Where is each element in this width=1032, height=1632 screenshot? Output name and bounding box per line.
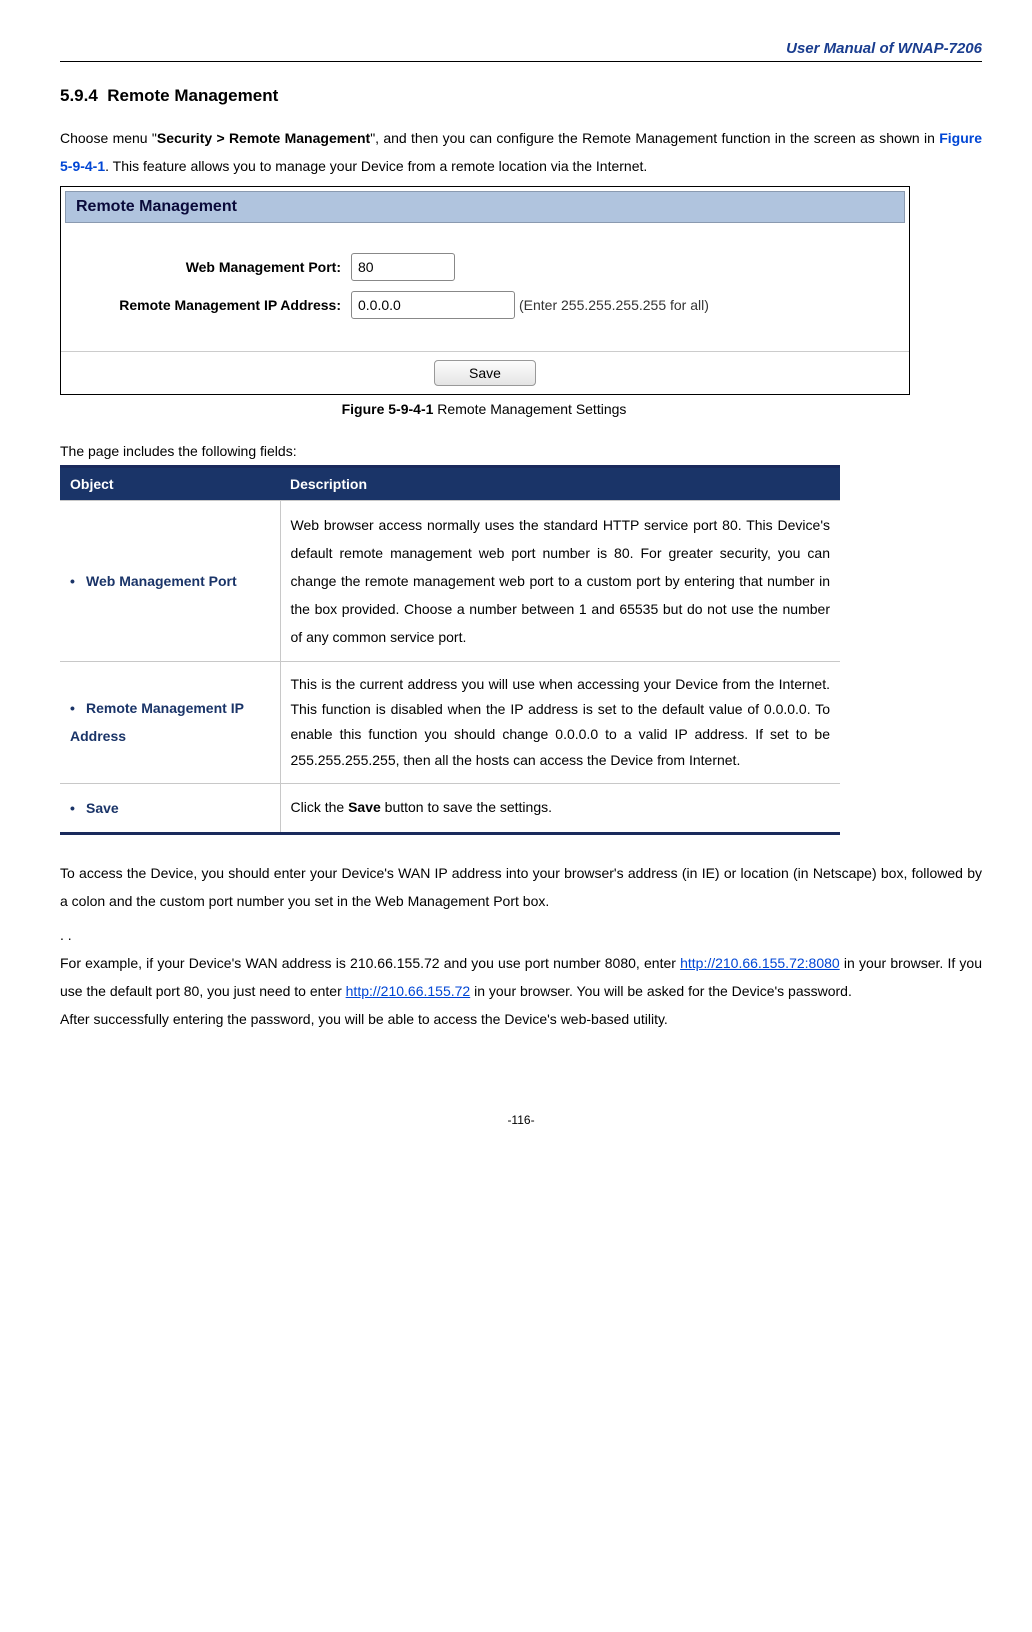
intro-paragraph: Choose menu "Security > Remote Managemen… — [60, 124, 982, 180]
object-label: Remote Management IP Address — [70, 700, 244, 744]
label-remote-ip: Remote Management IP Address: — [71, 297, 351, 313]
description-cell: Click the Save button to save the settin… — [280, 783, 840, 833]
example-url-2[interactable]: http://210.66.155.72 — [346, 983, 471, 999]
figure-caption-number: Figure 5-9-4-1 — [342, 401, 434, 417]
fields-table: Object Description •Web Management Port … — [60, 465, 840, 835]
object-cell: •Save — [60, 783, 280, 833]
intro-pre: Choose menu " — [60, 130, 157, 146]
intro-post: . This feature allows you to manage your… — [105, 158, 647, 174]
after-p3: After successfully entering the password… — [60, 1005, 982, 1033]
object-cell: •Web Management Port — [60, 501, 280, 662]
input-web-management-port[interactable] — [351, 253, 455, 281]
page-number: -116- — [60, 1113, 982, 1127]
table-row: •Web Management Port Web browser access … — [60, 501, 840, 662]
hint-remote-ip: (Enter 255.255.255.255 for all) — [519, 297, 709, 313]
figure-caption: Figure 5-9-4-1 Remote Management Setting… — [60, 401, 908, 417]
header-rule — [60, 61, 982, 62]
example-url-1[interactable]: http://210.66.155.72:8080 — [680, 955, 840, 971]
after-dots: . . — [60, 921, 982, 949]
section-number: 5.9.4 — [60, 86, 98, 105]
desc-bold: Save — [348, 799, 381, 815]
desc-post: button to save the settings. — [381, 799, 552, 815]
section-heading: 5.9.4 Remote Management — [60, 86, 982, 106]
screenshot-footer: Save — [61, 351, 909, 394]
col-header-object: Object — [60, 467, 280, 501]
table-row: •Remote Management IP Address This is th… — [60, 662, 840, 784]
figure-caption-text: Remote Management Settings — [433, 401, 626, 417]
screenshot-remote-management: Remote Management Web Management Port: R… — [60, 186, 910, 395]
form-row-ip: Remote Management IP Address: (Enter 255… — [71, 291, 899, 319]
desc-pre: Click the — [291, 799, 349, 815]
object-label: Web Management Port — [86, 573, 237, 589]
screenshot-title: Remote Management — [65, 191, 905, 223]
label-web-management-port: Web Management Port: — [71, 259, 351, 275]
intro-breadcrumb: Security > Remote Management — [157, 130, 370, 146]
col-header-description: Description — [280, 467, 840, 501]
fields-intro: The page includes the following fields: — [60, 443, 982, 459]
intro-mid: ", and then you can configure the Remote… — [370, 130, 939, 146]
input-remote-ip[interactable] — [351, 291, 515, 319]
after-p2: For example, if your Device's WAN addres… — [60, 949, 982, 1005]
table-row: •Save Click the Save button to save the … — [60, 783, 840, 833]
section-title: Remote Management — [107, 86, 278, 105]
p2-post: in your browser. You will be asked for t… — [470, 983, 852, 999]
screenshot-body: Web Management Port: Remote Management I… — [61, 223, 909, 351]
after-p1: To access the Device, you should enter y… — [60, 859, 982, 915]
p2-pre: For example, if your Device's WAN addres… — [60, 955, 680, 971]
save-button[interactable]: Save — [434, 360, 536, 386]
object-cell: •Remote Management IP Address — [60, 662, 280, 784]
object-label: Save — [86, 800, 119, 816]
description-cell: This is the current address you will use… — [280, 662, 840, 784]
header-title: User Manual of WNAP-7206 — [60, 40, 982, 57]
form-row-port: Web Management Port: — [71, 253, 899, 281]
description-cell: Web browser access normally uses the sta… — [280, 501, 840, 662]
